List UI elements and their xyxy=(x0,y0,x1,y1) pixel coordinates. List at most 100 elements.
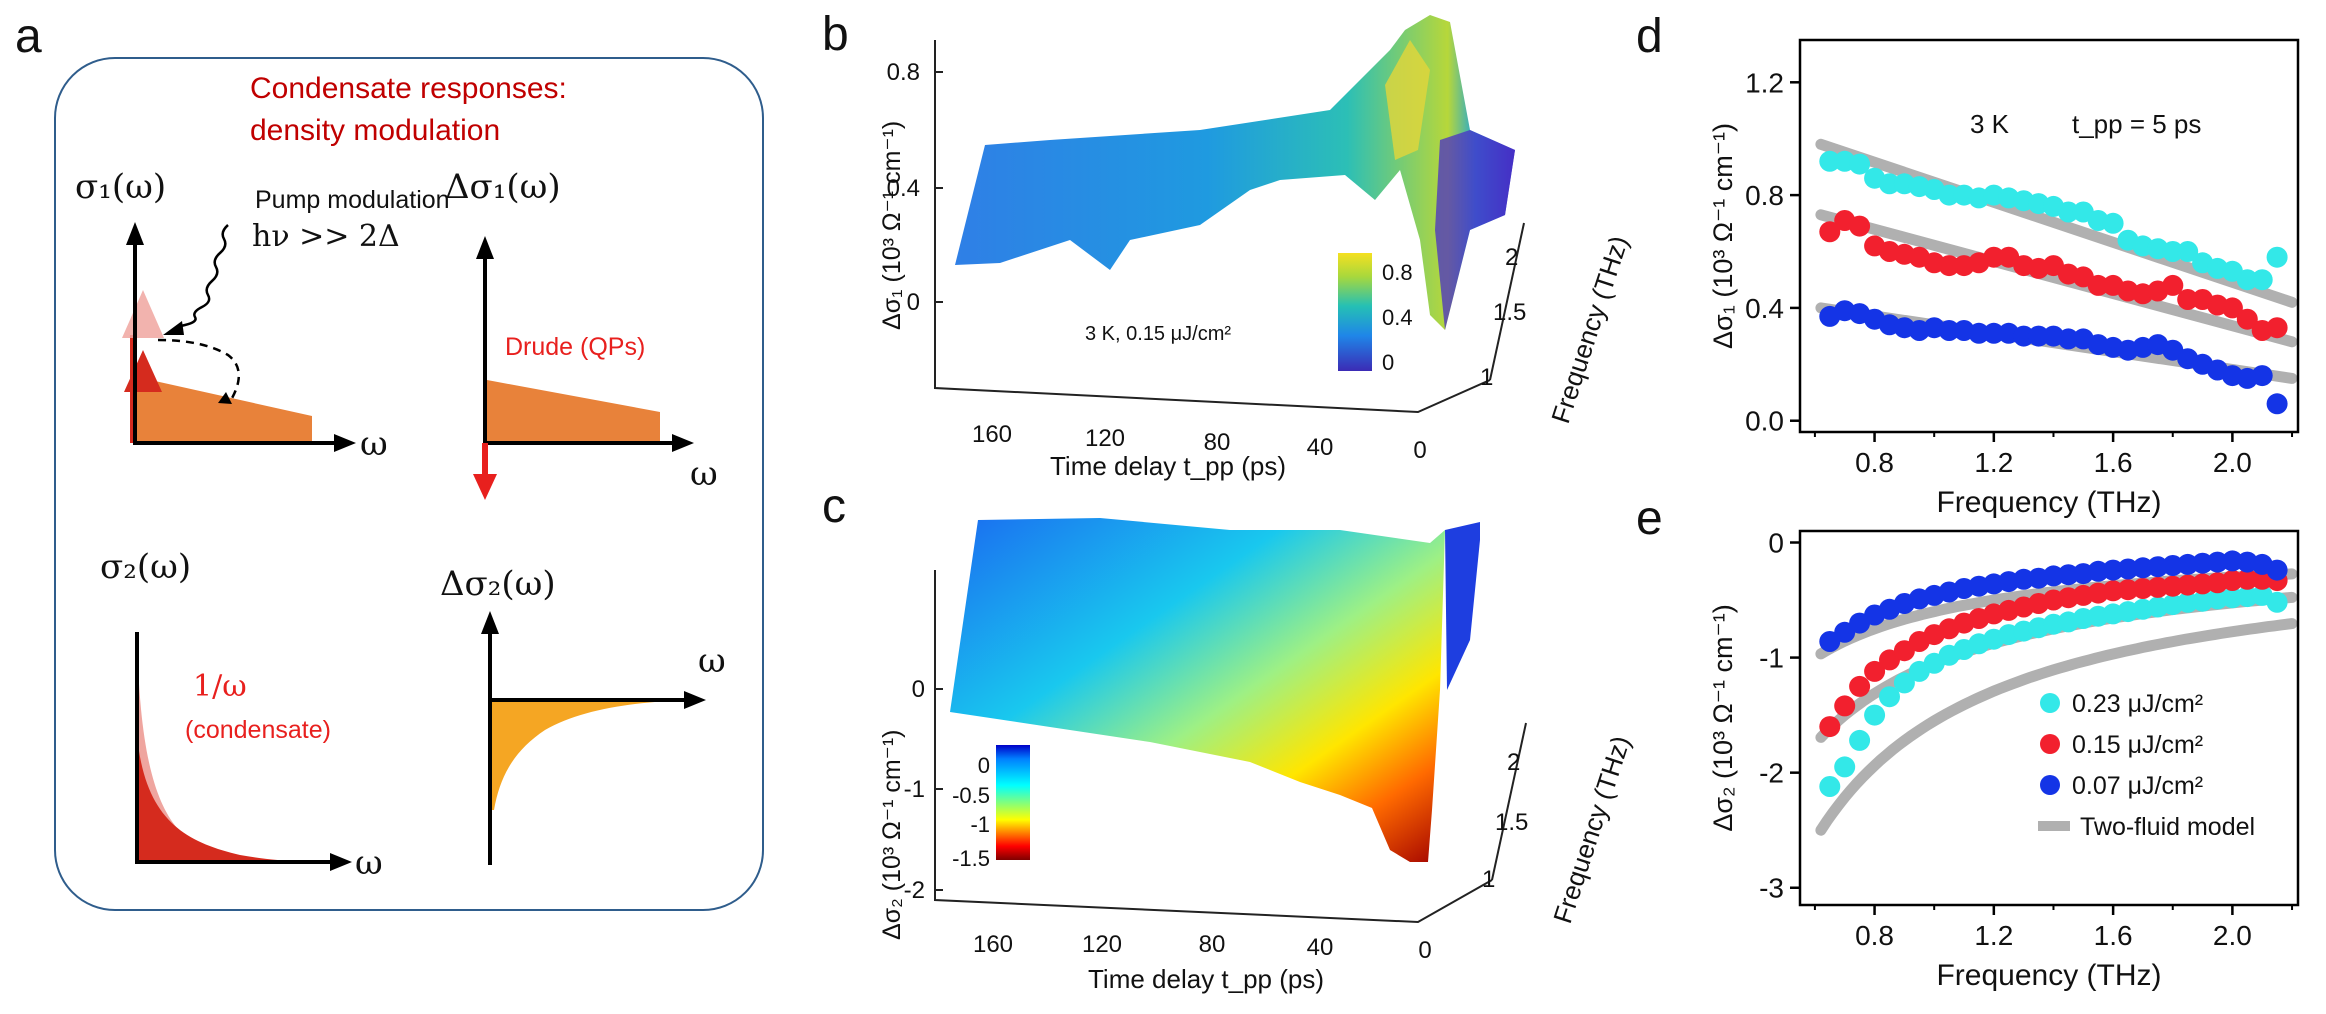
e-xtick-label: 1.2 xyxy=(1974,920,2013,951)
panel-letter-a: a xyxy=(15,10,42,63)
sigma1-omega: ω xyxy=(360,424,388,464)
c-colorbar-tick: -1.5 xyxy=(952,846,990,871)
e-point xyxy=(1834,695,1856,717)
legend-label: 0.15 μJ/cm² xyxy=(2072,731,2203,759)
e-xlabel: Frequency (THz) xyxy=(1936,959,2161,992)
legend-fit-label: Two-fluid model xyxy=(2080,813,2255,841)
d-annotation-temp: 3 K xyxy=(1970,109,2010,139)
c-xtick: 0 xyxy=(1418,937,1431,964)
c-xtick: 40 xyxy=(1307,934,1334,961)
e-point xyxy=(1819,716,1841,738)
d-point xyxy=(1819,221,1841,243)
e-ytick-label: 0 xyxy=(1768,528,1784,559)
e-point xyxy=(2266,591,2288,613)
d-point xyxy=(2266,317,2288,339)
panel-e-plot: 0.8 1.2 1.6 2.0 0 -1 -2 -3 Frequency (THz) Δσ₂ (1… xyxy=(1708,528,2300,992)
schematic-box xyxy=(54,57,764,911)
delta-sigma2-diagram: Δσ₂(ω) ω xyxy=(440,564,726,865)
b-colorbar-tick: 0.8 xyxy=(1382,260,1413,285)
b-xtick: 160 xyxy=(972,421,1012,448)
c-ytick: 2 xyxy=(1507,749,1520,776)
c-xtick: 120 xyxy=(1082,931,1122,958)
c-surface xyxy=(950,518,1445,862)
c-xlabel: Time delay t_pp (ps) xyxy=(1088,964,1324,994)
d-point xyxy=(1879,173,1900,195)
c-ytick: 1 xyxy=(1482,866,1495,893)
e-plot-frame xyxy=(1798,529,2300,907)
e-xtick-label: 1.6 xyxy=(2094,920,2133,951)
e-point xyxy=(2147,576,2169,598)
b-colorbar-tick: 0.4 xyxy=(1382,305,1413,330)
d-ytick-label: 1.2 xyxy=(1745,67,1784,98)
c-axes xyxy=(934,570,1493,924)
b-ytick: 2 xyxy=(1505,244,1518,271)
ds2-fill xyxy=(490,700,690,810)
c-zlabel: Δσ₂ (10³ Ω⁻¹ cm⁻¹) xyxy=(878,729,906,940)
d-point xyxy=(2102,212,2124,234)
d-point xyxy=(2013,325,2035,347)
legend-marker xyxy=(2040,775,2060,795)
d-point xyxy=(1849,153,1871,175)
e-point xyxy=(2162,555,2184,576)
panel-letter-d: d xyxy=(1636,10,1663,63)
e-fit-line xyxy=(1815,618,2298,836)
b-surface xyxy=(955,15,1515,330)
e-point xyxy=(2177,591,2199,613)
sigma1-pump-ghost-arrow xyxy=(122,290,164,338)
pump-wavy-arrow xyxy=(171,224,229,332)
b-colorbar-tick: 0 xyxy=(1382,350,1394,375)
d-point xyxy=(2177,289,2199,310)
b-ztick: 0.8 xyxy=(887,59,920,86)
e-xtick-label: 2.0 xyxy=(2213,920,2252,951)
panel-letter-e: e xyxy=(1636,492,1663,545)
e-point xyxy=(2057,564,2079,586)
ds1-drude-fill xyxy=(487,380,660,443)
e-ylabel: Δσ₂ (10³ Ω⁻¹ cm⁻¹) xyxy=(1708,604,1738,831)
e-point xyxy=(2147,556,2169,578)
c-ztick: -1 xyxy=(904,776,925,803)
d-xtick-label: 1.2 xyxy=(1974,447,2013,478)
sigma2-dark-fill xyxy=(137,735,335,862)
d-point xyxy=(1849,215,1871,237)
c-colorbar-tick: -0.5 xyxy=(952,783,990,808)
b-xtick: 80 xyxy=(1204,429,1231,456)
legend-marker xyxy=(2040,693,2060,713)
legend-label: 0.23 μJ/cm² xyxy=(2072,690,2203,718)
d-point xyxy=(1938,184,1960,206)
d-point xyxy=(2057,328,2079,350)
schematic-title-line1: Condensate responses: xyxy=(250,72,567,105)
c-xtick: 160 xyxy=(973,931,1013,958)
d-point xyxy=(1938,255,1960,277)
e-point xyxy=(1849,675,1871,697)
e-point xyxy=(2132,578,2154,599)
b-axes xyxy=(934,40,1491,414)
pump-label-line2: hν >> 2Δ xyxy=(252,219,400,254)
sigma2-omega: ω xyxy=(355,843,383,883)
b-ytick: 1 xyxy=(1480,364,1493,391)
b-ytick: 1.5 xyxy=(1493,299,1526,326)
schematic-title-line2: density modulation xyxy=(250,114,500,147)
b-xtick: 120 xyxy=(1085,425,1125,452)
ds1-omega: ω xyxy=(690,454,718,494)
d-point xyxy=(2266,393,2288,415)
e-point xyxy=(1834,756,1856,778)
d-ytick-label: 0.0 xyxy=(1745,406,1784,437)
d-point xyxy=(2251,269,2273,291)
e-point xyxy=(1849,729,1871,751)
b-xtick: 40 xyxy=(1307,434,1334,461)
d-point xyxy=(2221,297,2243,319)
d-point xyxy=(2087,274,2109,296)
e-point xyxy=(2266,559,2288,581)
c-colorbar-tick: -1 xyxy=(970,812,990,837)
sigma2-label: σ₂(ω) xyxy=(100,547,191,587)
d-point xyxy=(2057,201,2079,223)
c-colorbar-tick: 0 xyxy=(978,753,990,778)
b-colorbar xyxy=(1338,253,1372,371)
panel-letter-b: b xyxy=(822,8,849,61)
ds1-label: Δσ₁(ω) xyxy=(445,167,561,207)
pump-label-line1: Pump modulation xyxy=(255,186,450,214)
e-point xyxy=(1864,704,1886,726)
e-point xyxy=(2192,552,2214,574)
legend-marker xyxy=(2040,734,2060,754)
